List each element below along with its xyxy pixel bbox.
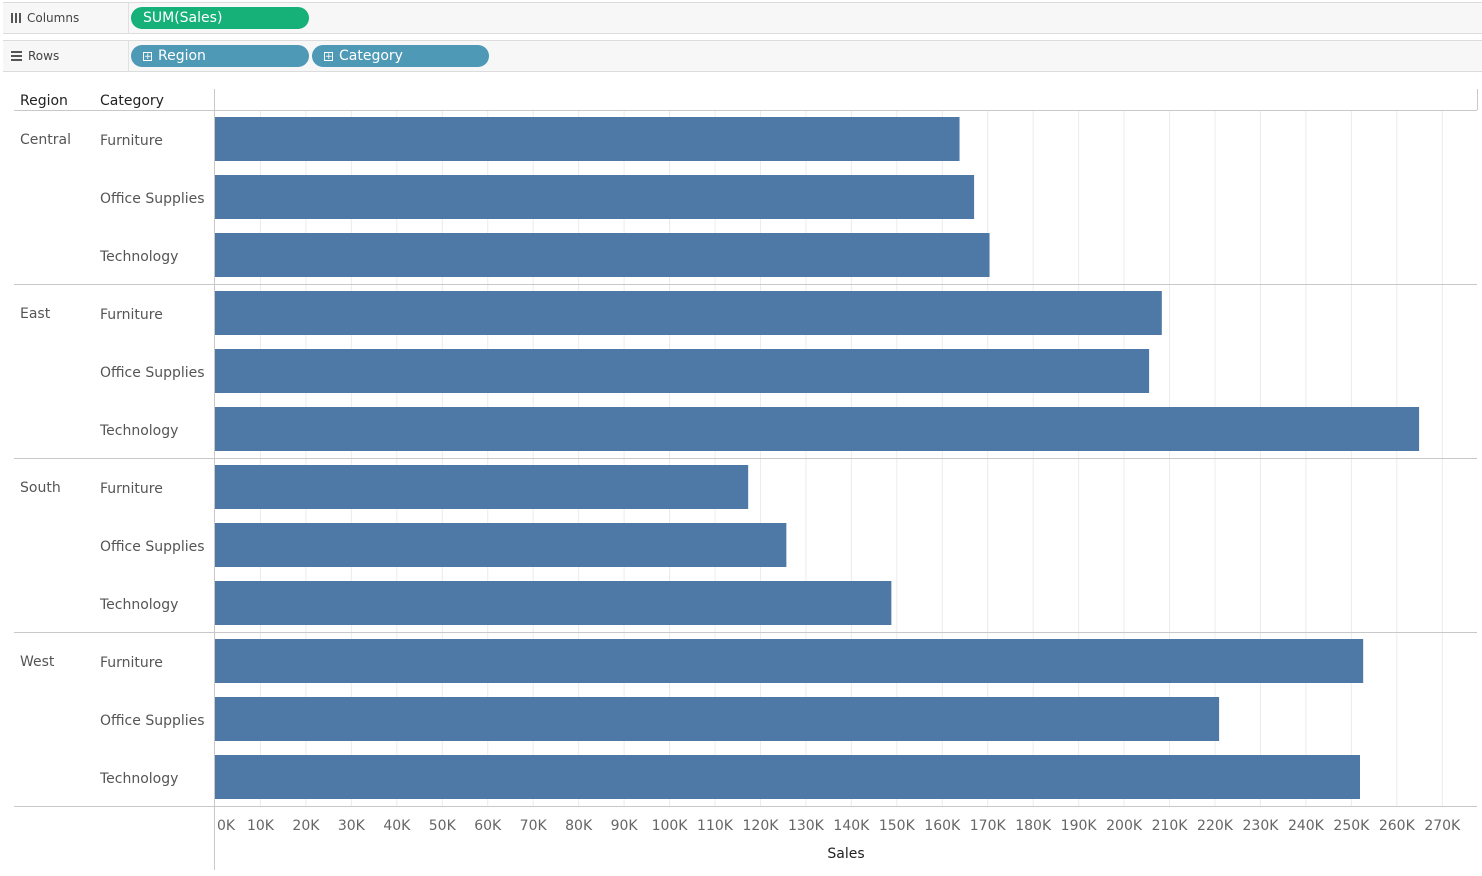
category-label: Technology (99, 249, 178, 265)
columns-shelf-label: Columns (27, 11, 80, 25)
category-label: Furniture (100, 655, 163, 671)
columns-shelf-label-wrap: Columns (11, 3, 79, 33)
x-axis-title: Sales (827, 846, 864, 862)
x-tick-label: 70K (520, 818, 548, 834)
category-label: Office Supplies (100, 191, 205, 207)
pill-region-label: Region (158, 48, 206, 64)
x-tick-label: 50K (429, 818, 457, 834)
x-tick-label: 210K (1152, 818, 1189, 834)
x-tick-label: 190K (1061, 818, 1098, 834)
x-tick-label: 40K (383, 818, 411, 834)
pill-region[interactable]: + Region (131, 45, 309, 67)
columns-shelf[interactable]: Columns SUM(Sales) (3, 2, 1482, 34)
bar[interactable] (215, 175, 975, 219)
columns-icon (11, 13, 21, 23)
bar[interactable] (215, 233, 990, 277)
x-tick-label: 20K (292, 818, 320, 834)
header-region: Region (20, 93, 68, 109)
category-label: Office Supplies (100, 539, 205, 555)
rows-shelf[interactable]: Rows + Region + Category (3, 40, 1482, 72)
x-tick-label: 240K (1288, 818, 1325, 834)
x-tick-label: 0K (217, 818, 236, 834)
x-tick-label: 250K (1333, 818, 1370, 834)
x-tick-label: 130K (788, 818, 825, 834)
x-tick-label: 160K (924, 818, 961, 834)
region-label: East (20, 306, 51, 322)
bar[interactable] (215, 465, 749, 509)
x-tick-label: 10K (247, 818, 275, 834)
x-tick-label: 80K (565, 818, 593, 834)
x-tick-label: 220K (1197, 818, 1234, 834)
x-tick-label: 60K (474, 818, 502, 834)
bar[interactable] (215, 639, 1364, 683)
category-label: Office Supplies (100, 365, 205, 381)
expand-plus-icon[interactable]: + (324, 52, 333, 62)
category-label: Furniture (100, 481, 163, 497)
pill-category[interactable]: + Category (312, 45, 489, 67)
expand-plus-icon[interactable]: + (143, 52, 152, 62)
region-label: Central (20, 132, 71, 148)
shelf-divider (128, 41, 129, 71)
x-tick-label: 90K (611, 818, 639, 834)
bar[interactable] (215, 349, 1150, 393)
bar[interactable] (215, 697, 1220, 741)
pill-sum-sales-label: SUM(Sales) (143, 10, 223, 26)
x-tick-label: 180K (1015, 818, 1052, 834)
rows-icon (11, 51, 22, 61)
category-label: Furniture (100, 307, 163, 323)
category-label: Technology (99, 771, 178, 787)
bar[interactable] (215, 523, 787, 567)
bar[interactable] (215, 755, 1360, 799)
shelf-divider (128, 3, 129, 33)
x-tick-label: 200K (1106, 818, 1143, 834)
category-label: Technology (99, 597, 178, 613)
header-category: Category (100, 93, 164, 109)
region-label: South (20, 480, 61, 496)
category-label: Technology (99, 423, 178, 439)
bar[interactable] (215, 117, 960, 161)
x-tick-label: 260K (1379, 818, 1416, 834)
rows-shelf-label: Rows (28, 49, 60, 63)
region-label: West (20, 654, 55, 670)
pill-category-label: Category (339, 48, 403, 64)
rows-shelf-label-wrap: Rows (11, 41, 59, 71)
x-tick-label: 110K (697, 818, 734, 834)
x-tick-label: 140K (833, 818, 870, 834)
x-tick-label: 230K (1243, 818, 1280, 834)
x-tick-label: 270K (1424, 818, 1461, 834)
category-label: Furniture (100, 133, 163, 149)
bar[interactable] (215, 407, 1420, 451)
x-tick-label: 120K (743, 818, 780, 834)
bar[interactable] (215, 581, 892, 625)
bar[interactable] (215, 291, 1162, 335)
x-tick-label: 150K (879, 818, 916, 834)
x-tick-label: 30K (338, 818, 366, 834)
pill-sum-sales[interactable]: SUM(Sales) (131, 7, 309, 29)
x-tick-label: 170K (970, 818, 1007, 834)
x-tick-label: 100K (652, 818, 689, 834)
category-label: Office Supplies (100, 713, 205, 729)
